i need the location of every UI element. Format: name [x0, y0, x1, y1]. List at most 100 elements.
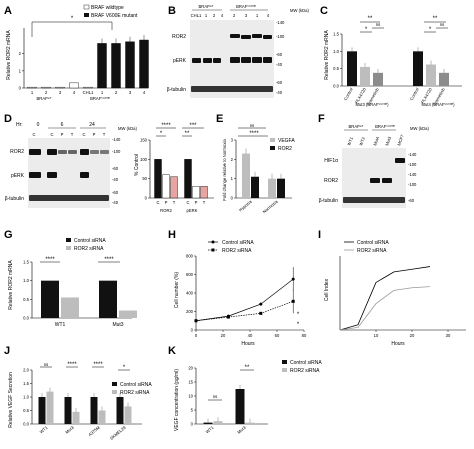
- panel-b: B BRAFʷᵀ BRAFⱽ⁶⁰⁰ᴱ MW (kDa) CHL1 1 2 4 2…: [167, 4, 309, 98]
- blot-d-time-0: 0: [37, 122, 40, 128]
- group-d-1: ROR2: [160, 208, 172, 213]
- bar-k: [235, 389, 245, 424]
- ylabel-c: Relative ROR2 mRNA: [324, 30, 330, 80]
- bar-a: [83, 86, 93, 89]
- chart-e-ytick-label: 0: [231, 196, 234, 201]
- chart-k: 0 5 10 15 20 WT1 Mut3: [188, 366, 268, 435]
- bar-d: [162, 174, 170, 199]
- bracket-a: [31, 21, 113, 37]
- bar-g: [61, 297, 79, 318]
- sig-e-1: ns: [250, 123, 254, 128]
- legend-e-vegfa: VEGFA: [278, 138, 295, 144]
- sig-c-6: ns: [440, 22, 444, 27]
- panel-i: I Cell Index Hours 10 20 30 Control siRNA …: [318, 229, 466, 347]
- blot-b-bands: [191, 34, 273, 92]
- xtick-a: CHL1: [83, 90, 94, 95]
- xtick-a: 1: [31, 90, 34, 95]
- sig-c-4: **: [433, 16, 438, 22]
- series-line-h: [195, 300, 294, 322]
- chart-h-ytick-label: 0: [191, 328, 194, 333]
- xtick-label-h: 20: [221, 333, 226, 338]
- ylabel-h: Cell number (%): [174, 272, 180, 308]
- ylabel-a: Relative ROR2 mRNA: [6, 30, 12, 80]
- xtick-j: WT1: [39, 425, 49, 435]
- mw-f-4: -100: [408, 182, 417, 187]
- lane-f-2: WT2: [358, 136, 366, 147]
- xtick-d: P: [165, 200, 168, 205]
- bar-c: [413, 51, 423, 86]
- bar-g: [41, 280, 59, 318]
- lane-d-1: C: [32, 132, 35, 137]
- xtick-a: 4: [73, 90, 76, 95]
- point-h: [259, 311, 263, 315]
- chart-h-ytick-label: 400: [186, 291, 194, 296]
- chart-i: 10 20 30: [339, 256, 466, 338]
- xtick-d: P: [195, 200, 198, 205]
- lane-b-1: CHL1: [191, 13, 202, 18]
- chart-c-ytick-label: 1.5: [333, 32, 339, 37]
- bar-j: [38, 397, 46, 424]
- chart-a-ytick-label: 0: [19, 86, 22, 91]
- bar-j: [46, 391, 54, 424]
- bar-a: [139, 39, 149, 89]
- chart-j-ytick-label: 1.0: [23, 395, 29, 400]
- blot-f-row-hif: HIF1α: [324, 158, 338, 164]
- bar-k: [245, 422, 255, 424]
- chart-j-ytick-label: 2.0: [23, 368, 29, 373]
- xtick-d: C: [156, 200, 159, 205]
- xtick-d: T: [203, 200, 206, 205]
- panel-letter-i: I: [318, 229, 321, 241]
- blot-f-mw: MW (kDa): [410, 126, 429, 131]
- panel-letter-j: J: [4, 345, 10, 357]
- chart-c-ytick-label: 0.5: [333, 66, 339, 71]
- xtick-label-i: 20: [410, 333, 415, 338]
- chart-k-ytick-label: 5: [191, 408, 194, 413]
- bar-g: [99, 280, 117, 318]
- legend-k-ror2: ROR2 siRNA: [290, 368, 320, 374]
- blot-b-header-wt: BRAFʷᵀ: [199, 4, 214, 9]
- xtick-label-h: 80: [302, 333, 307, 338]
- blot-f-row-tubulin: β-tubulin: [319, 198, 338, 204]
- sig-j-2: ****: [67, 362, 77, 368]
- xtick-j: Mut3: [64, 425, 75, 435]
- panel-d: D Hr: 0 6 24 MW (kDa) C C P T C P T ROR2…: [4, 113, 214, 213]
- mw-f-5: -60: [408, 198, 415, 203]
- chart-j: 0.0 0.5 1.0 1.5 2.0 WT1 Mut3 A375M SKMEL28: [23, 368, 142, 441]
- legend-swatch-ror2: [270, 146, 275, 150]
- xlabel-h: Hours: [241, 341, 255, 347]
- sig-j-1: ns: [44, 362, 48, 367]
- chart-g-ytick-label: 1.0: [23, 278, 29, 283]
- lane-f-5: MCF7: [396, 133, 405, 146]
- mw-b-3: -60: [276, 52, 283, 57]
- lane-b-7: 1: [256, 13, 259, 18]
- xtick-a: 3: [129, 90, 132, 95]
- blot-d-row-ror2: ROR2: [10, 149, 24, 155]
- chart-j-ytick-label: 0.5: [23, 408, 29, 413]
- chart-h-ytick-label: 600: [186, 272, 194, 277]
- mw-b-6: -40: [276, 90, 283, 95]
- lane-f-1: WT1: [346, 136, 354, 147]
- blot-d-hr: Hr:: [16, 122, 23, 128]
- lane-d-5: C: [82, 132, 85, 137]
- panel-letter-g: G: [4, 229, 13, 241]
- mw-d-3: -60: [112, 166, 119, 171]
- xtick-label-h: 0: [195, 333, 198, 338]
- mw-f-3: -140: [408, 172, 417, 177]
- bar-d: [192, 186, 200, 199]
- chart-k-ytick-label: 15: [188, 380, 193, 385]
- lane-b-2: 1: [205, 13, 208, 18]
- xtick-a: 4: [143, 90, 146, 95]
- blot-f-header-wt: BRAFʷᵀ: [349, 124, 364, 129]
- bar-a: [125, 41, 135, 89]
- blot-b-row-perk: pERK: [173, 58, 187, 64]
- bar-c: [373, 72, 383, 86]
- xtick-a: 2: [115, 90, 118, 95]
- xtick-k: Mut3: [236, 425, 247, 435]
- legend-i-ror2: ROR2 siRNA: [357, 248, 387, 254]
- chart-g-ytick-label: 0.5: [23, 297, 29, 302]
- group-label-mut: BRAFⱽ⁶⁰⁰ᴱ: [90, 96, 110, 101]
- legend-a-mut: BRAF V600E mutant: [91, 13, 138, 19]
- sig-c-2: *: [365, 27, 368, 33]
